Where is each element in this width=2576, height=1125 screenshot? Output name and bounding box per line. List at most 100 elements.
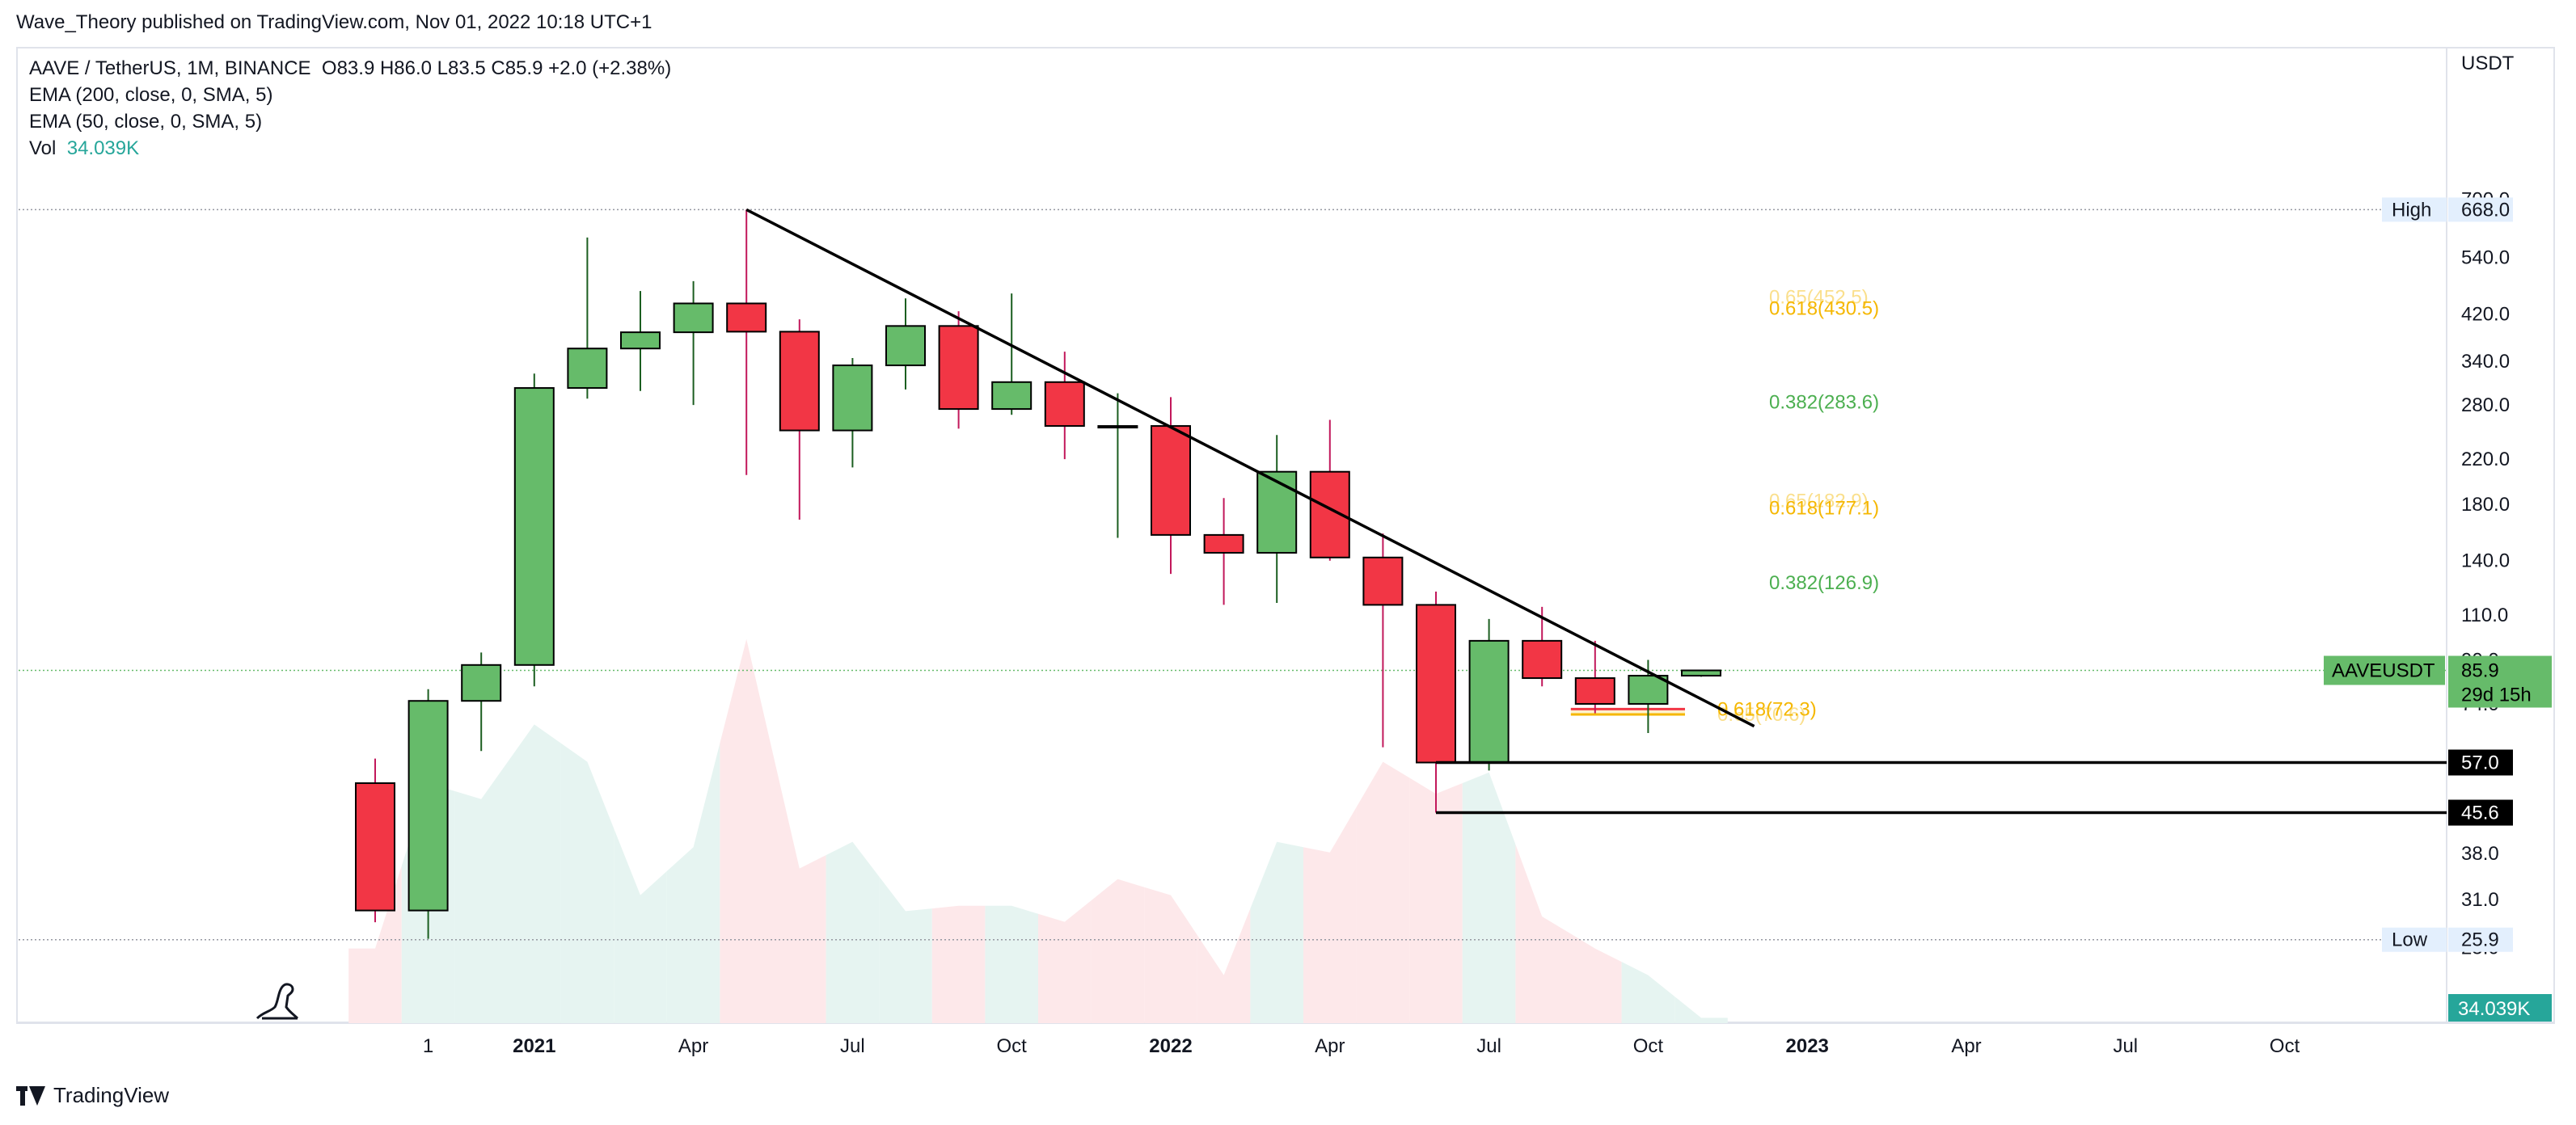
symbol-tag-label: AAVEUSDT <box>2332 660 2435 682</box>
volume-bar <box>1091 879 1145 1023</box>
x-tick-label: Oct <box>2270 1035 2300 1057</box>
candle-body <box>461 664 502 702</box>
y-tick-label: 31.0 <box>2461 889 2499 911</box>
trendline <box>745 208 1755 728</box>
x-tick-label: Jul <box>2113 1035 2138 1057</box>
volume-bar <box>1462 772 1516 1023</box>
hl-tag-label: Low <box>2392 929 2428 951</box>
volume-bar <box>454 761 508 1023</box>
candle-body <box>1681 669 1721 677</box>
hl-tag <box>2382 927 2447 952</box>
y-tick-label: 420.0 <box>2461 303 2510 325</box>
price-tag-value: 85.9 <box>2461 660 2499 682</box>
hl-value-label: 668.0 <box>2461 199 2510 221</box>
volume-bar <box>720 638 773 1023</box>
volume-bar <box>1569 932 1622 1023</box>
y-tick-label: 180.0 <box>2461 494 2510 516</box>
legend-symbol-row: AAVE / TetherUS, 1M, BINANCE O83.9 H86.0… <box>29 55 671 82</box>
candle-body <box>1628 675 1669 705</box>
volume-bar <box>1038 900 1092 1023</box>
candles <box>355 209 1721 939</box>
volume-bar <box>348 866 402 1023</box>
candle-body <box>1362 556 1404 606</box>
candle-body <box>1097 425 1138 429</box>
y-tick-label: 140.0 <box>2461 550 2510 572</box>
volume-bar <box>1144 887 1197 1023</box>
candle-body <box>408 700 449 912</box>
candle-body <box>1468 639 1510 764</box>
fib-label: 0.382(283.6) <box>1769 392 1879 414</box>
x-tick-label: Oct <box>1633 1035 1664 1057</box>
x-tick-label: 2023 <box>1786 1035 1829 1057</box>
fib-zone <box>1570 709 1685 715</box>
candle-body <box>1416 604 1456 764</box>
fib-label: 0.618(177.1) <box>1769 497 1879 519</box>
x-tick-label: Apr <box>678 1035 708 1057</box>
legend-ema200[interactable]: EMA (200, close, 0, SMA, 5) <box>29 84 273 106</box>
hl-tag-label: High <box>2392 199 2431 221</box>
hl-tag <box>2382 197 2447 222</box>
x-tick-label: Apr <box>1315 1035 1345 1057</box>
fib-label: 0.65(452.5) <box>1769 287 1869 309</box>
legend-vol-label: Vol <box>29 137 57 159</box>
brand-name: TradingView <box>53 1083 170 1107</box>
fib-label: 0.382(126.9) <box>1769 572 1879 594</box>
support-tag-label: 45.6 <box>2461 803 2499 824</box>
candle-body <box>832 364 873 432</box>
legend-ohlc: O83.9 H86.0 L83.5 C85.9 +2.0 (+2.38%) <box>321 57 672 79</box>
candle-body <box>1151 425 1191 536</box>
volume-bar <box>1356 761 1410 1023</box>
tradingview-logo-icon <box>16 1085 45 1106</box>
hl-value-tag <box>2448 927 2513 952</box>
y-tick-label: 220.0 <box>2461 449 2510 470</box>
candle-body <box>726 302 767 333</box>
volume-bar <box>773 753 826 1023</box>
publish-credit: Wave_Theory published on TradingView.com… <box>16 11 652 33</box>
hl-value-label: 25.9 <box>2461 929 2499 951</box>
legend-symbol[interactable]: AAVE / TetherUS, 1M, BINANCE <box>29 57 311 79</box>
dino-icon[interactable] <box>255 983 299 1020</box>
y-tick-label: 38.0 <box>2461 843 2499 865</box>
candle-body <box>567 348 608 390</box>
volume-bar <box>1515 844 1569 1023</box>
fib-label: 0.65(182.9) <box>1769 490 1869 512</box>
y-tick-label: 110.0 <box>2461 605 2508 626</box>
candle-body <box>355 782 395 912</box>
candle-body <box>620 331 661 350</box>
candle-body <box>1256 470 1298 554</box>
hl-value-tag <box>2448 197 2513 222</box>
volume-area <box>348 638 1728 1023</box>
volume-bar <box>1303 807 1357 1023</box>
support-tag <box>2448 799 2513 826</box>
trendline-layer <box>745 208 2447 815</box>
y-tick-label: 280.0 <box>2461 394 2510 416</box>
legend-vol-value: 34.039K <box>66 137 140 159</box>
price-axis-unit: USDT <box>2461 53 2515 74</box>
candle-body <box>1574 677 1615 705</box>
support-tag <box>2448 749 2513 776</box>
volume-bar <box>560 743 614 1023</box>
x-tick-label: 2021 <box>513 1035 555 1057</box>
levels-layer <box>19 209 2447 941</box>
volume-tag <box>2448 994 2552 1022</box>
x-tick-label: Jul <box>1476 1035 1501 1057</box>
legend-volume-row[interactable]: Vol 34.039K <box>29 135 671 162</box>
candle-body <box>673 302 714 334</box>
candle-body <box>938 325 979 411</box>
candle-body <box>1044 381 1085 428</box>
symbol-tag <box>2324 655 2445 685</box>
support-tag-label: 57.0 <box>2461 752 2499 774</box>
y-tick-label: 340.0 <box>2461 351 2510 373</box>
axis-tags: 57.0 45.6 High 668.0 Low 25.9 AAVEUSDT 85.9 29d … <box>2324 197 2552 1022</box>
legend-ema50[interactable]: EMA (50, close, 0, SMA, 5) <box>29 111 263 133</box>
volume-bar <box>614 828 667 1023</box>
chart-legend: AAVE / TetherUS, 1M, BINANCE O83.9 H86.0… <box>29 55 671 162</box>
volume-bar <box>1409 777 1463 1023</box>
candle-body <box>1522 639 1563 680</box>
y-tick-label: 540.0 <box>2461 247 2510 269</box>
tradingview-brand[interactable]: TradingView <box>16 1083 169 1108</box>
volume-bar <box>879 876 932 1023</box>
volume-bar <box>1250 841 1303 1023</box>
volume-tag-label: 34.039K <box>2458 998 2530 1020</box>
